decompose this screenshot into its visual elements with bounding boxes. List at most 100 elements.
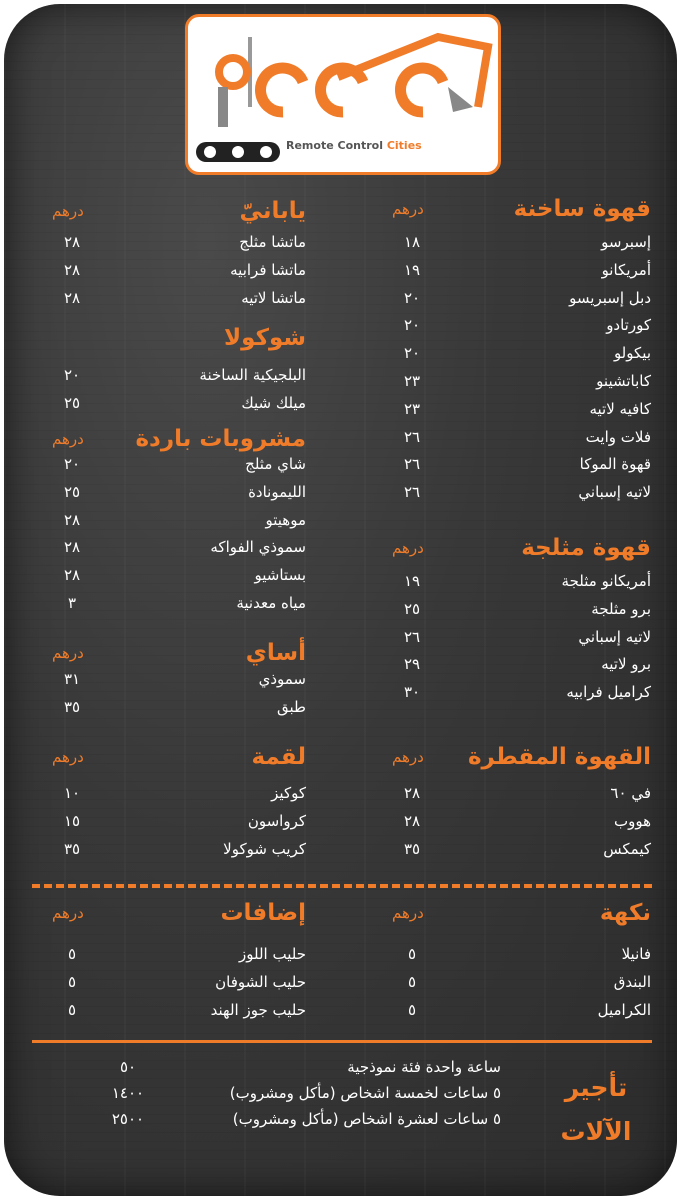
item-name: دبل إسبريسو <box>569 288 651 307</box>
item-name: بيكولو <box>613 344 651 363</box>
item-name: حليب اللوز <box>239 945 306 963</box>
unit-label: درهم <box>52 430 84 448</box>
section-title: قهوة مثلجة <box>521 535 651 561</box>
item-name: سموذي <box>258 670 306 688</box>
item-name: ماتشا فرابيه <box>230 260 306 279</box>
item-price: ٢٣ <box>403 399 421 418</box>
item-name: إسبرسو <box>601 233 651 251</box>
item-name: فانيلا <box>621 945 651 963</box>
item-name: شاي مثلج <box>245 455 306 473</box>
brand-highlight: Cities <box>386 139 422 152</box>
rental-label: ٥ ساعات لخمسة اشخاص (مأكل ومشروب) <box>229 1084 501 1102</box>
item-price: ١٥ <box>63 811 81 830</box>
unit-label: درهم <box>52 202 84 220</box>
item-price: ٢٠ <box>63 455 81 473</box>
item-price: ٢٥ <box>63 482 81 501</box>
item-price: ٢٩ <box>403 655 421 674</box>
section-title: نكهة <box>599 900 651 926</box>
section-title: يابانيّ <box>239 198 306 224</box>
unit-label: درهم <box>52 904 84 922</box>
section-title: شوكولا <box>224 325 306 351</box>
item-price: ٥ <box>407 1000 417 1019</box>
item-name: فلات وايت <box>585 427 651 446</box>
unit-label: درهم <box>392 904 424 922</box>
item-name: كوكيز <box>271 784 306 802</box>
item-name: لاتيه إسباني <box>578 627 651 646</box>
item-price: ٢٨ <box>63 260 81 279</box>
item-price: ٢٠ <box>403 316 421 335</box>
brand-name: Remote Control Cities <box>286 139 422 152</box>
section-title: قهوة ساخنة <box>513 196 651 222</box>
item-price: ٢٨ <box>63 510 81 529</box>
item-price: ٢٨ <box>63 566 81 585</box>
item-name: قهوة الموكا <box>579 455 651 474</box>
unit-label: درهم <box>52 748 84 766</box>
item-name: ميلك شيك <box>241 393 306 412</box>
item-name: ماتشا لاتيه <box>241 288 306 307</box>
rental-price: ١٤٠٠ <box>111 1084 145 1102</box>
divider <box>32 1040 652 1043</box>
rental-title: تأجير الآلات <box>560 1073 632 1146</box>
item-name: كرواسون <box>247 811 306 830</box>
item-name: كافيه لاتيه <box>589 399 651 418</box>
item-price: ٣٥ <box>63 697 81 716</box>
item-name: موهيتو <box>265 510 307 529</box>
item-price: ٢٨ <box>63 233 81 251</box>
item-price: ١٩ <box>403 572 421 590</box>
item-price: ٢٦ <box>403 483 421 502</box>
item-name: مياه معدنية <box>236 594 306 612</box>
item-price: ٢٠ <box>403 288 421 307</box>
item-price: ٢٨ <box>403 784 421 802</box>
rental-price: ٢٥٠٠ <box>111 1110 145 1128</box>
item-name: البلجيكية الساخنة <box>199 366 306 384</box>
item-price: ٢٣ <box>403 372 421 390</box>
section-title: القهوة المقطرة <box>467 744 651 770</box>
menu-board <box>4 4 677 1196</box>
item-name: أمريكانو مثلجة <box>561 572 651 590</box>
item-name: كيمكس <box>603 839 651 858</box>
item-price: ٥ <box>67 945 77 963</box>
item-name: كاباتشينو <box>596 372 651 390</box>
item-price: ٣٥ <box>403 839 421 858</box>
section-title: إضافات <box>220 900 306 926</box>
item-price: ٥ <box>407 972 417 991</box>
section-title: مشروبات باردة <box>135 426 306 452</box>
item-name: طبق <box>277 697 306 716</box>
item-name: برو مثلجة <box>591 599 651 618</box>
unit-label: درهم <box>392 539 424 557</box>
item-price: ٥ <box>67 972 77 991</box>
item-price: ٢٨ <box>403 811 421 830</box>
item-name: حليب الشوفان <box>215 972 306 991</box>
unit-label: درهم <box>52 644 84 662</box>
item-name: لاتيه إسباني <box>578 483 651 502</box>
item-price: ٢٨ <box>63 538 81 557</box>
item-price: ٢٨ <box>63 288 81 307</box>
item-price: ٢٦ <box>403 455 421 474</box>
item-price: ٢٠ <box>63 366 81 384</box>
item-name: البندق <box>613 972 651 991</box>
item-name: الكراميل <box>597 1000 651 1019</box>
logo-graphic <box>196 32 493 162</box>
item-name: بستاشيو <box>254 566 307 585</box>
unit-label: درهم <box>392 200 424 218</box>
item-name: في ٦٠ <box>610 784 651 802</box>
item-price: ٣٥ <box>63 839 81 858</box>
dashed-divider <box>32 884 652 888</box>
item-name: كراميل فرابيه <box>566 683 651 702</box>
item-price: ٢٦ <box>403 427 421 446</box>
item-name: هووب <box>613 811 651 830</box>
rental-price: ٥٠ <box>119 1058 137 1076</box>
rental-label: ساعة واحدة فئة نموذجية <box>347 1058 501 1076</box>
section-title: أساي <box>245 640 306 666</box>
item-name: سموذي الفواكه <box>210 538 306 557</box>
item-price: ٢٠ <box>403 344 421 363</box>
item-name: ماتشا مثلج <box>239 233 306 251</box>
brand-text: Remote Control <box>286 139 383 152</box>
item-name: حليب جوز الهند <box>210 1000 306 1019</box>
rental-label: ٥ ساعات لعشرة اشخاص (مأكل ومشروب) <box>232 1110 501 1128</box>
item-price: ١٨ <box>403 233 421 251</box>
item-name: الليمونادة <box>248 482 306 501</box>
section-title: لقمة <box>251 744 306 770</box>
item-price: ١٠ <box>63 784 81 802</box>
unit-label: درهم <box>392 748 424 766</box>
